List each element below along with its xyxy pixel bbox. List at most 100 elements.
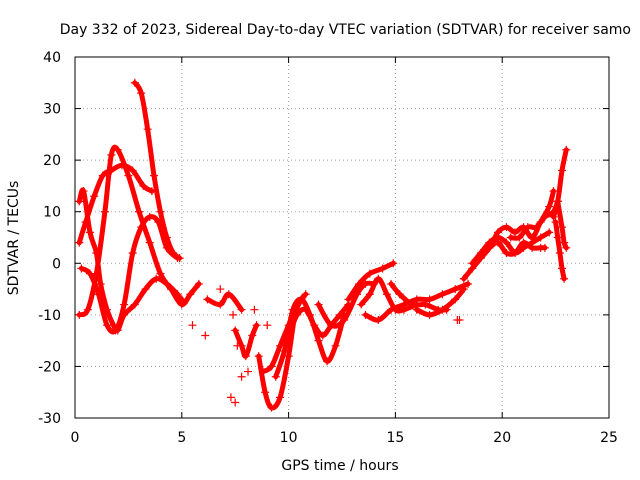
- data-point: [216, 285, 225, 294]
- data-point: [103, 321, 112, 330]
- data-point: [135, 207, 144, 216]
- data-point: [314, 300, 323, 309]
- data-point: [387, 279, 396, 288]
- data-point: [267, 362, 276, 371]
- data-point: [284, 352, 293, 361]
- data-point: [137, 89, 146, 98]
- data-point: [143, 125, 152, 134]
- data-point: [357, 300, 366, 309]
- data-point: [113, 145, 122, 154]
- data-point: [558, 264, 567, 273]
- data-point: [485, 243, 494, 252]
- data-point: [96, 279, 105, 288]
- data-point: [261, 388, 270, 397]
- data-point: [464, 279, 473, 288]
- series-trace: [551, 147, 569, 220]
- data-point: [438, 305, 447, 314]
- data-point: [233, 341, 242, 350]
- data-point: [387, 305, 396, 314]
- data-point: [438, 290, 447, 299]
- y-tick-label: 10: [43, 205, 61, 221]
- data-point: [528, 243, 537, 252]
- data-point: [124, 171, 133, 180]
- data-point: [459, 274, 468, 283]
- data-point: [250, 305, 259, 314]
- series-trace: [168, 281, 202, 308]
- data-point: [468, 259, 477, 268]
- plot-frame: [74, 56, 610, 419]
- series-track-c: [75, 161, 156, 247]
- data-point: [248, 331, 257, 340]
- data-point: [421, 300, 430, 309]
- data-point: [201, 331, 210, 340]
- data-point: [455, 316, 464, 325]
- data-point: [502, 238, 511, 247]
- y-tick-label: -20: [38, 359, 61, 375]
- tick-labels: 0 5 10 15 20 25 -30 -20 -10 0 10 20 30 40: [38, 50, 618, 446]
- data-point: [145, 212, 154, 221]
- data-point: [271, 372, 280, 381]
- data-point: [162, 233, 171, 242]
- y-tick-label: 30: [43, 102, 61, 118]
- data-point: [254, 352, 263, 361]
- data-point: [553, 233, 562, 242]
- x-tick-label: 25: [600, 430, 618, 446]
- data-point: [156, 207, 165, 216]
- data-point: [267, 403, 276, 412]
- data-series: [75, 78, 571, 412]
- data-point: [545, 202, 554, 211]
- data-point: [244, 367, 253, 376]
- data-point: [194, 279, 203, 288]
- series-track-y: [553, 197, 571, 252]
- data-point: [515, 233, 524, 242]
- y-axis-label: SDTVAR / TECUs: [6, 181, 22, 296]
- y-tick-label: 40: [43, 50, 61, 66]
- data-point: [216, 300, 225, 309]
- data-point: [100, 207, 109, 216]
- data-point: [532, 223, 541, 232]
- data-point: [506, 233, 515, 242]
- data-point: [141, 285, 150, 294]
- series-track-u: [485, 238, 549, 257]
- data-point: [511, 248, 520, 257]
- data-point: [117, 161, 126, 170]
- data-point: [389, 259, 398, 268]
- data-point: [128, 166, 137, 175]
- data-point: [167, 285, 176, 294]
- data-point: [451, 285, 460, 294]
- data-point: [252, 321, 261, 330]
- data-point: [83, 305, 92, 314]
- series-trace: [78, 214, 180, 335]
- data-point: [130, 78, 139, 87]
- data-point: [111, 326, 120, 335]
- data-point: [85, 228, 94, 237]
- data-point: [412, 295, 421, 304]
- data-point: [374, 316, 383, 325]
- series-track-g: [203, 290, 246, 314]
- data-point: [425, 310, 434, 319]
- data-point: [540, 212, 549, 221]
- data-point: [301, 290, 310, 299]
- data-point: [365, 290, 374, 299]
- data-point: [540, 243, 549, 252]
- data-point: [331, 341, 340, 350]
- data-point: [318, 331, 327, 340]
- series-track-r: [412, 285, 468, 319]
- x-tick-label: 10: [280, 430, 298, 446]
- series-track-x: [551, 218, 569, 283]
- data-point: [280, 346, 289, 355]
- x-tick-label: 0: [71, 430, 80, 446]
- data-point: [476, 248, 485, 257]
- y-tick-label: -10: [38, 308, 61, 324]
- data-point: [558, 223, 567, 232]
- series-track-e: [130, 78, 184, 263]
- data-point: [177, 300, 186, 309]
- x-tick-label: 5: [177, 430, 186, 446]
- data-point: [203, 295, 212, 304]
- data-point: [263, 321, 272, 330]
- data-point: [502, 248, 511, 257]
- data-point: [241, 352, 250, 361]
- data-point: [378, 264, 387, 273]
- data-point: [224, 290, 233, 299]
